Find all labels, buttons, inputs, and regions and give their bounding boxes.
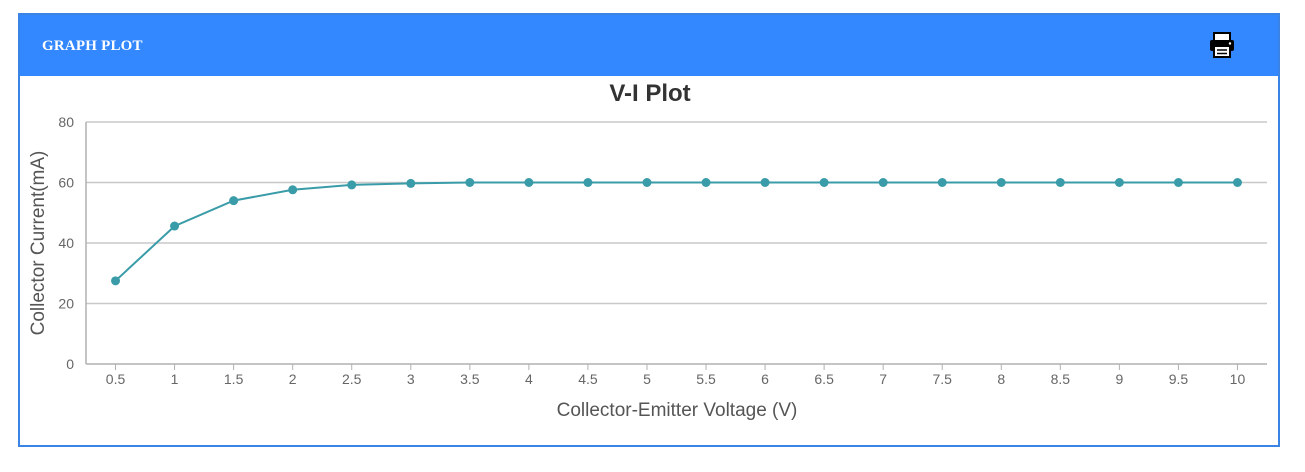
y-tick-label: 20: [58, 296, 74, 312]
y-tick-label: 60: [58, 175, 74, 191]
x-tick-label: 3.5: [460, 371, 480, 387]
x-tick-label: 0.5: [106, 371, 126, 387]
x-tick-label: 8: [997, 371, 1005, 387]
y-axis-label: Collector Current(mA): [28, 151, 49, 336]
data-point[interactable]: [996, 178, 1006, 187]
x-tick-label: 5: [643, 371, 651, 387]
graph-panel: GRAPH PLOT: [18, 13, 1280, 447]
data-point[interactable]: [878, 178, 888, 187]
panel-title: GRAPH PLOT: [42, 38, 143, 54]
x-tick-label: 7: [879, 371, 887, 387]
chart-title: V-I Plot: [609, 80, 690, 107]
x-tick-label: 10: [1230, 371, 1246, 387]
x-tick-label: 2.5: [342, 371, 362, 387]
panel-header: GRAPH PLOT: [20, 15, 1278, 76]
y-tick-label: 40: [58, 235, 74, 251]
data-point[interactable]: [347, 180, 357, 190]
data-point[interactable]: [1173, 178, 1183, 187]
data-point[interactable]: [760, 178, 770, 187]
x-tick-label: 8.5: [1051, 371, 1071, 387]
data-point[interactable]: [937, 178, 947, 187]
printer-icon[interactable]: [1208, 31, 1236, 59]
x-axis-label: Collector-Emitter Voltage (V): [557, 400, 798, 421]
x-tick-label: 6.5: [814, 371, 834, 387]
data-point[interactable]: [642, 178, 652, 187]
x-tick-label: 1: [171, 371, 179, 387]
data-point[interactable]: [465, 178, 475, 187]
data-point[interactable]: [701, 178, 711, 187]
data-point[interactable]: [111, 276, 121, 286]
data-point[interactable]: [229, 196, 239, 206]
x-tick-label: 6: [761, 371, 769, 387]
data-point[interactable]: [288, 185, 298, 195]
y-tick-label: 0: [66, 356, 74, 372]
data-point[interactable]: [583, 178, 593, 187]
data-point[interactable]: [524, 178, 534, 187]
data-point[interactable]: [1055, 178, 1065, 187]
x-tick-label: 9: [1115, 371, 1123, 387]
data-point[interactable]: [406, 178, 416, 188]
x-tick-label: 3: [407, 371, 415, 387]
data-point[interactable]: [170, 221, 180, 231]
x-tick-label: 9.5: [1169, 371, 1189, 387]
x-tick-label: 4: [525, 371, 533, 387]
x-tick-label: 7.5: [932, 371, 952, 387]
x-tick-label: 2: [289, 371, 297, 387]
x-tick-label: 1.5: [224, 371, 244, 387]
data-point[interactable]: [1114, 178, 1124, 187]
series-line: [114, 181, 1238, 282]
y-tick-label: 80: [58, 114, 74, 130]
data-point[interactable]: [1232, 178, 1242, 187]
x-tick-label: 4.5: [578, 371, 598, 387]
data-point[interactable]: [819, 178, 829, 187]
x-tick-label: 5.5: [696, 371, 716, 387]
